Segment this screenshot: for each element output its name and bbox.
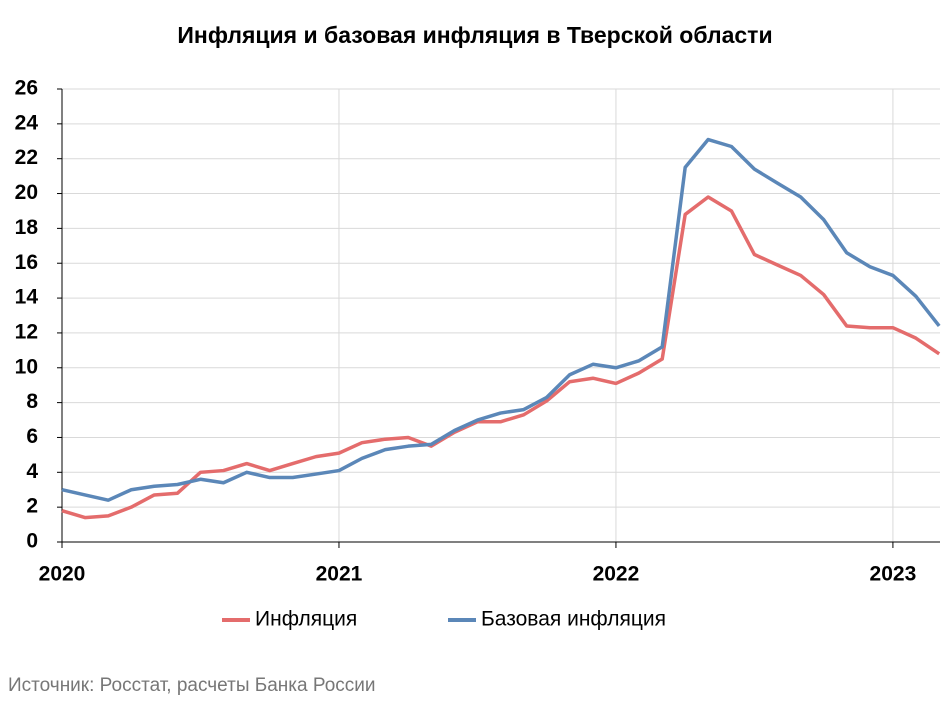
legend-label: Базовая инфляция <box>481 608 666 631</box>
y-tick-label: 22 <box>15 146 38 169</box>
x-tick-label: 2021 <box>316 563 363 586</box>
y-tick-label: 2 <box>26 495 38 518</box>
y-tick-label: 24 <box>15 111 39 134</box>
y-tick-label: 10 <box>15 355 38 378</box>
x-tick-label: 2020 <box>39 563 86 586</box>
chart-title: Инфляция и базовая инфляция в Тверской о… <box>177 22 772 48</box>
y-tick-label: 4 <box>26 460 38 483</box>
source-note: Источник: Росстат, расчеты Банка России <box>8 675 376 696</box>
data-line <box>61 137 941 502</box>
legend-label: Инфляция <box>255 608 357 631</box>
y-tick-label: 18 <box>15 216 39 239</box>
y-tick-label: 6 <box>26 425 38 448</box>
y-tick-label: 14 <box>15 286 39 309</box>
y-tick-label: 12 <box>15 320 38 343</box>
x-tick-label: 2022 <box>593 563 640 586</box>
y-tick-label: 8 <box>26 390 38 413</box>
data-line <box>61 195 941 520</box>
x-tick-label: 2023 <box>870 563 917 586</box>
y-tick-label: 16 <box>15 251 38 274</box>
y-tick-label: 26 <box>15 77 38 100</box>
y-tick-label: 0 <box>26 530 38 553</box>
y-tick-label: 20 <box>15 181 38 204</box>
